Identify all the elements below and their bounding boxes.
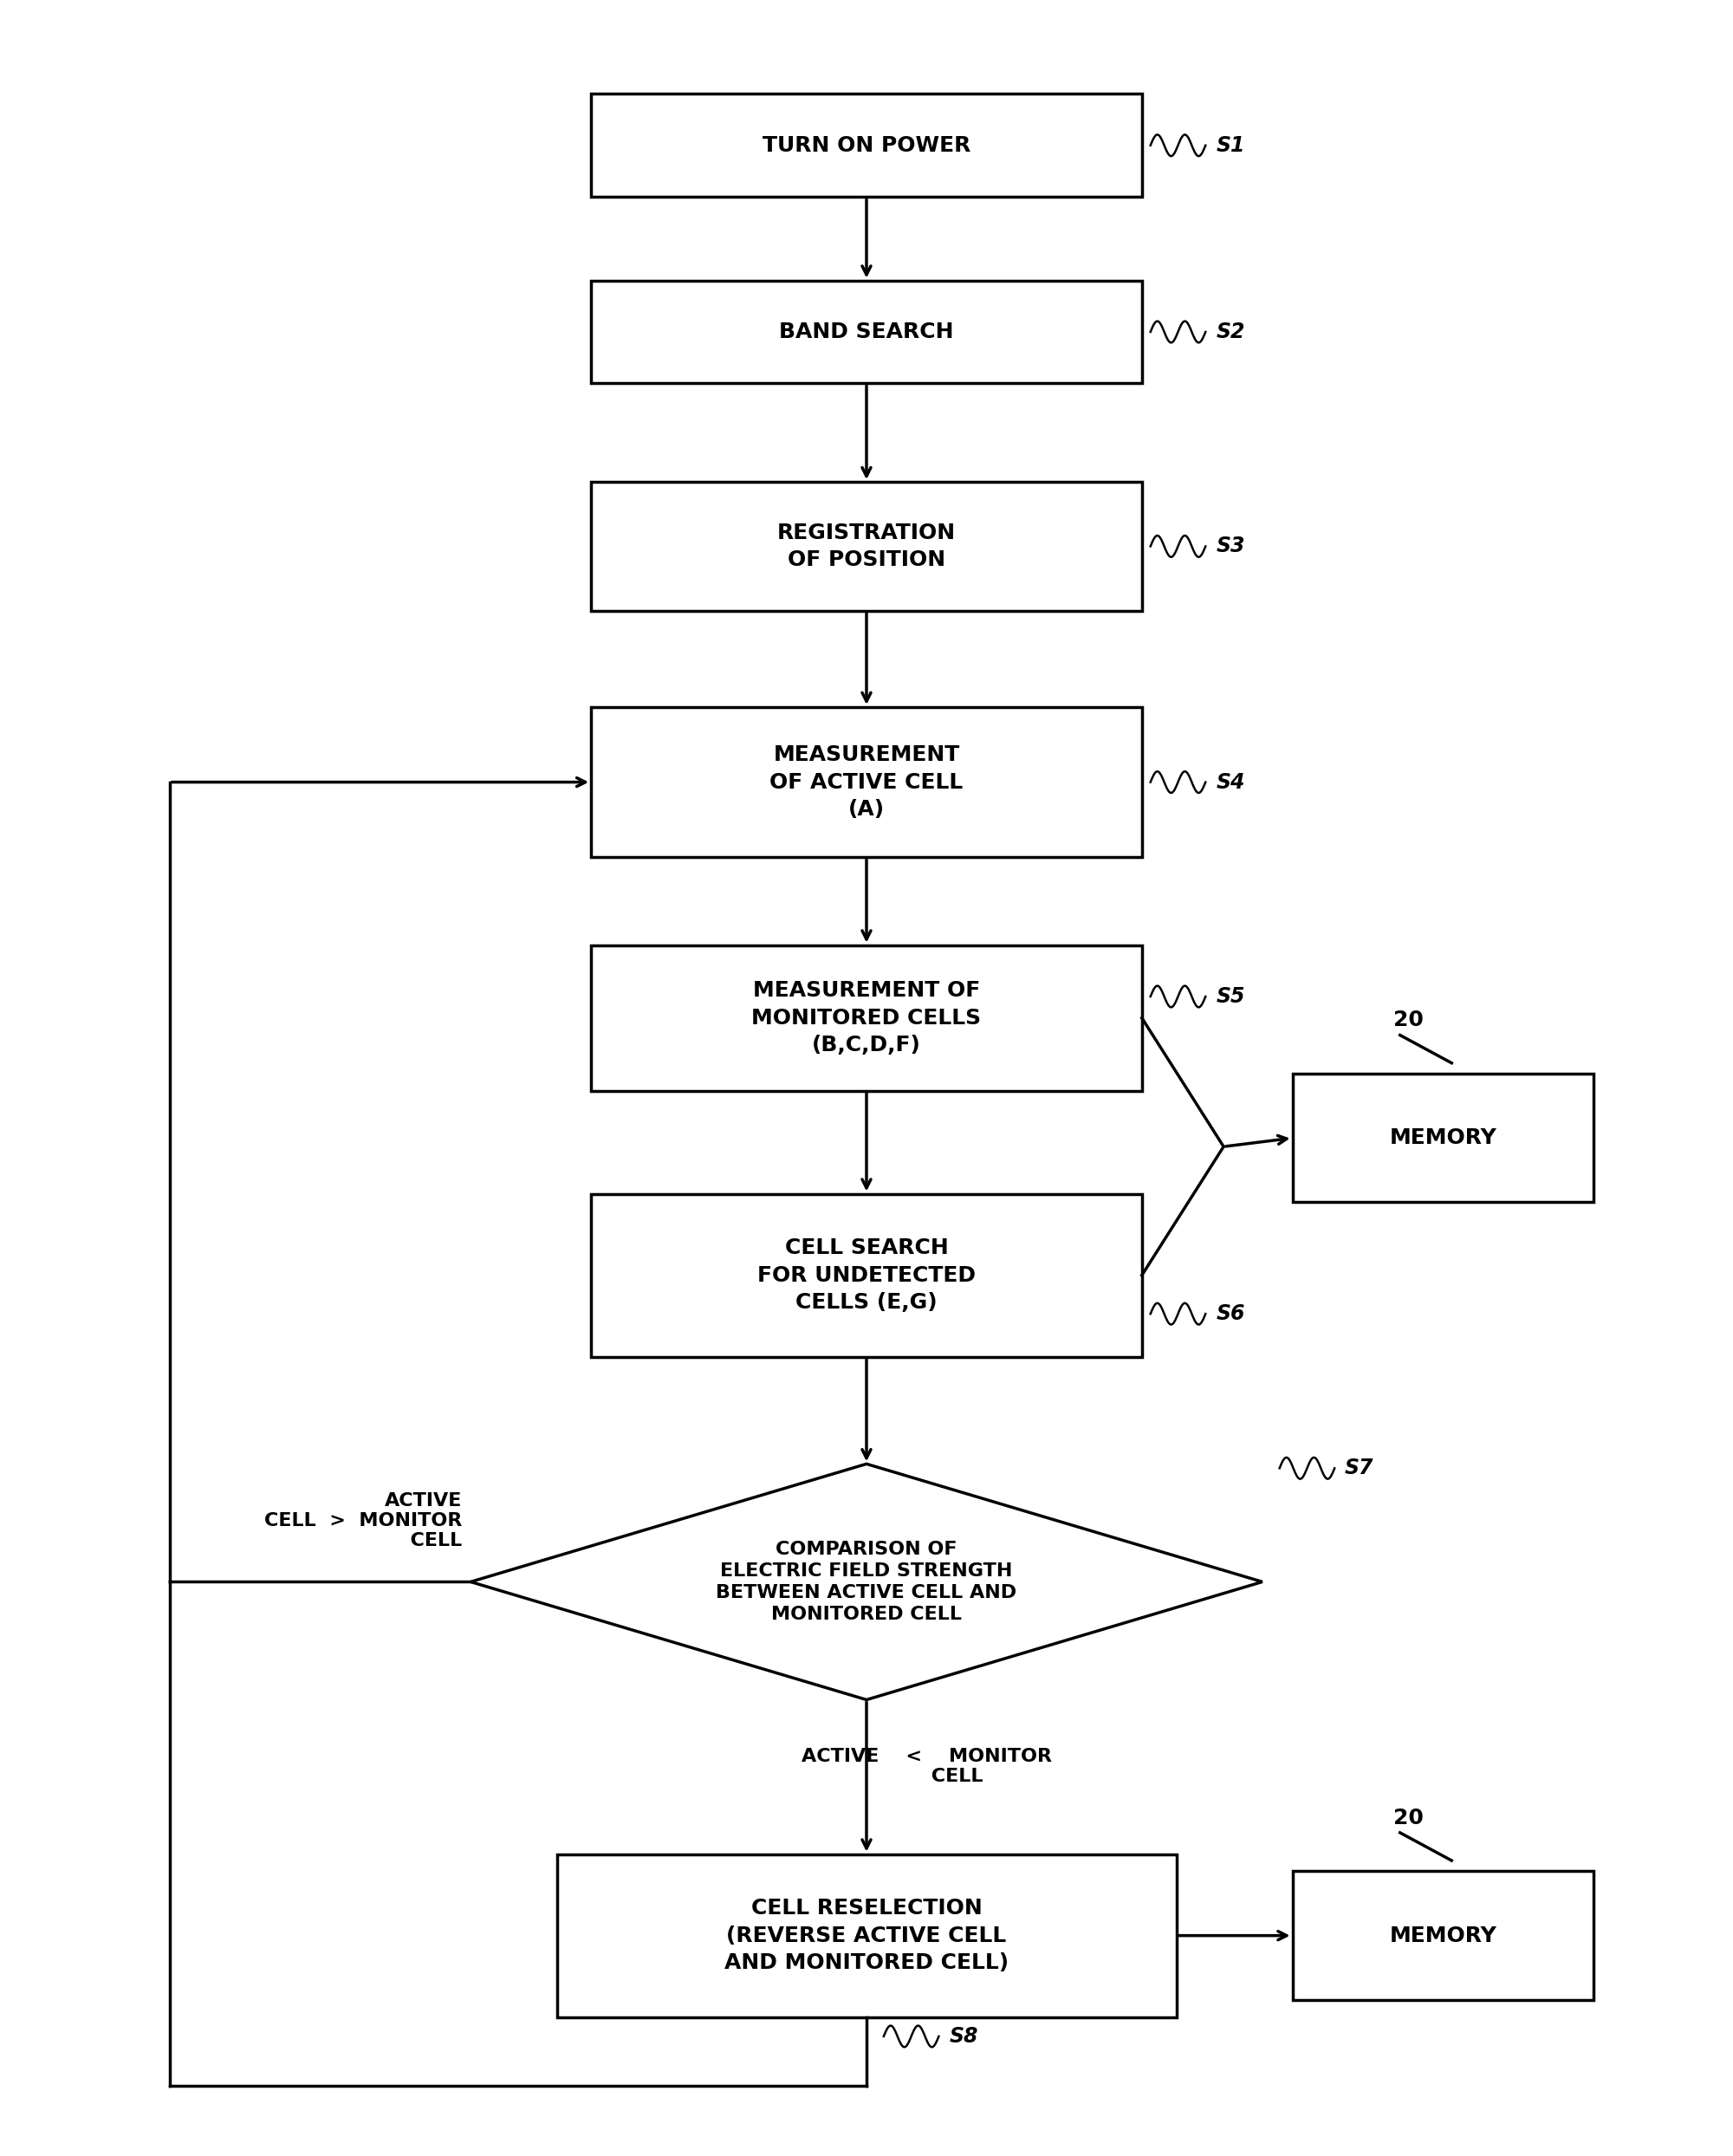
Text: TURN ON POWER: TURN ON POWER [763, 136, 970, 155]
Text: REGISTRATION
OF POSITION: REGISTRATION OF POSITION [776, 522, 957, 571]
Bar [591, 944, 1142, 1091]
Bar [556, 1854, 1177, 2018]
Text: S8: S8 [950, 2027, 977, 2046]
Text: BAND SEARCH: BAND SEARCH [780, 321, 953, 343]
Bar [1293, 1074, 1594, 1203]
Text: MEMORY: MEMORY [1390, 1128, 1497, 1149]
Text: CELL RESELECTION
(REVERSE ACTIVE CELL
AND MONITORED CELL): CELL RESELECTION (REVERSE ACTIVE CELL AN… [724, 1897, 1009, 1973]
Text: S2: S2 [1217, 321, 1244, 343]
Text: MEASUREMENT OF
MONITORED CELLS
(B,C,D,F): MEASUREMENT OF MONITORED CELLS (B,C,D,F) [752, 981, 981, 1056]
Text: S4: S4 [1217, 772, 1244, 793]
Text: ACTIVE    <    MONITOR
         CELL: ACTIVE < MONITOR CELL [802, 1749, 1052, 1785]
Text: CELL SEARCH
FOR UNDETECTED
CELLS (E,G): CELL SEARCH FOR UNDETECTED CELLS (E,G) [757, 1238, 976, 1313]
Text: 20: 20 [1393, 1807, 1425, 1828]
Text: ACTIVE
CELL  >  MONITOR
          CELL: ACTIVE CELL > MONITOR CELL [263, 1492, 463, 1550]
Text: S7: S7 [1345, 1457, 1374, 1479]
Bar [1293, 1871, 1594, 2001]
Bar [591, 280, 1142, 384]
Text: 20: 20 [1393, 1009, 1425, 1031]
Polygon shape [471, 1464, 1262, 1699]
Text: S3: S3 [1217, 537, 1244, 556]
Bar [591, 1194, 1142, 1356]
Text: S1: S1 [1217, 136, 1244, 155]
Bar [591, 483, 1142, 610]
Bar [591, 707, 1142, 858]
Text: MEASUREMENT
OF ACTIVE CELL
(A): MEASUREMENT OF ACTIVE CELL (A) [769, 744, 964, 819]
Bar [591, 95, 1142, 196]
Text: MEMORY: MEMORY [1390, 1925, 1497, 1947]
Text: COMPARISON OF
ELECTRIC FIELD STRENGTH
BETWEEN ACTIVE CELL AND
MONITORED CELL: COMPARISON OF ELECTRIC FIELD STRENGTH BE… [716, 1542, 1017, 1623]
Text: S5: S5 [1217, 985, 1244, 1007]
Text: S6: S6 [1217, 1304, 1244, 1324]
